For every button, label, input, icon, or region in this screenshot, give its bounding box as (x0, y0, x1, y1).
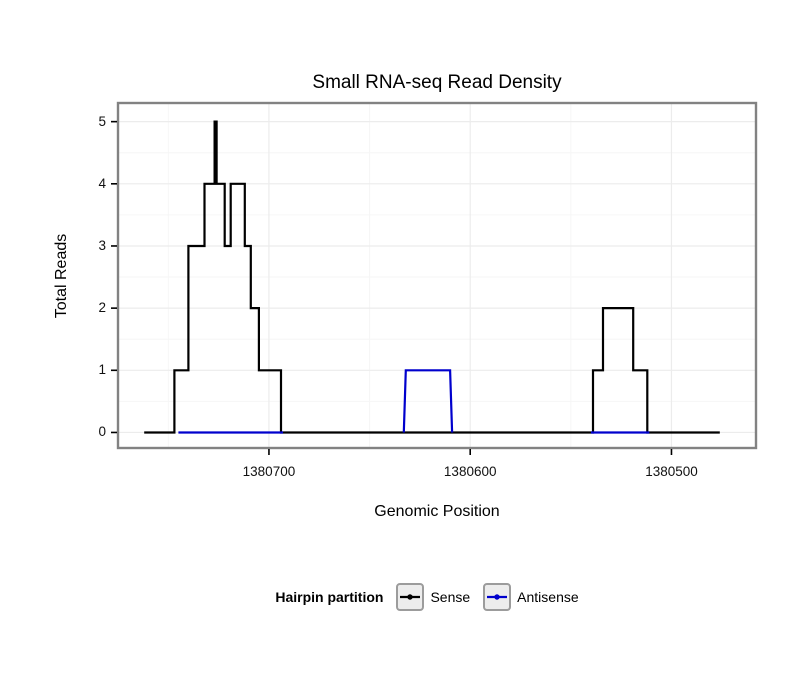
chart-title: Small RNA-seq Read Density (312, 72, 562, 93)
legend-label-antisense: Antisense (517, 589, 579, 605)
legend: Hairpin partition Sense Antisense (0, 583, 810, 611)
legend-title: Hairpin partition (275, 589, 384, 605)
legend-item-sense: Sense (396, 583, 470, 611)
antisense-key-icon (483, 583, 512, 611)
panel-border (116, 101, 758, 450)
y-tick-label: 5 (98, 113, 106, 129)
y-tick-label: 0 (98, 424, 106, 440)
panel-background (118, 103, 756, 448)
x-tick-label: 1380600 (443, 464, 497, 479)
legend-label-sense: Sense (430, 589, 471, 605)
x-tick-label: 1380500 (645, 464, 698, 479)
x-axis-label: Genomic Position (374, 503, 500, 520)
y-tick-label: 3 (98, 237, 106, 253)
y-tick-label: 1 (98, 362, 106, 378)
y-tick-label: 4 (98, 175, 106, 191)
y-tick-label: 2 (98, 300, 106, 316)
sense-key-icon (396, 583, 425, 611)
series-line-sense (144, 120, 720, 434)
legend-item-antisense: Antisense (483, 583, 579, 611)
series-line-antisense (402, 369, 454, 433)
x-tick-label: 1380700 (242, 464, 296, 479)
